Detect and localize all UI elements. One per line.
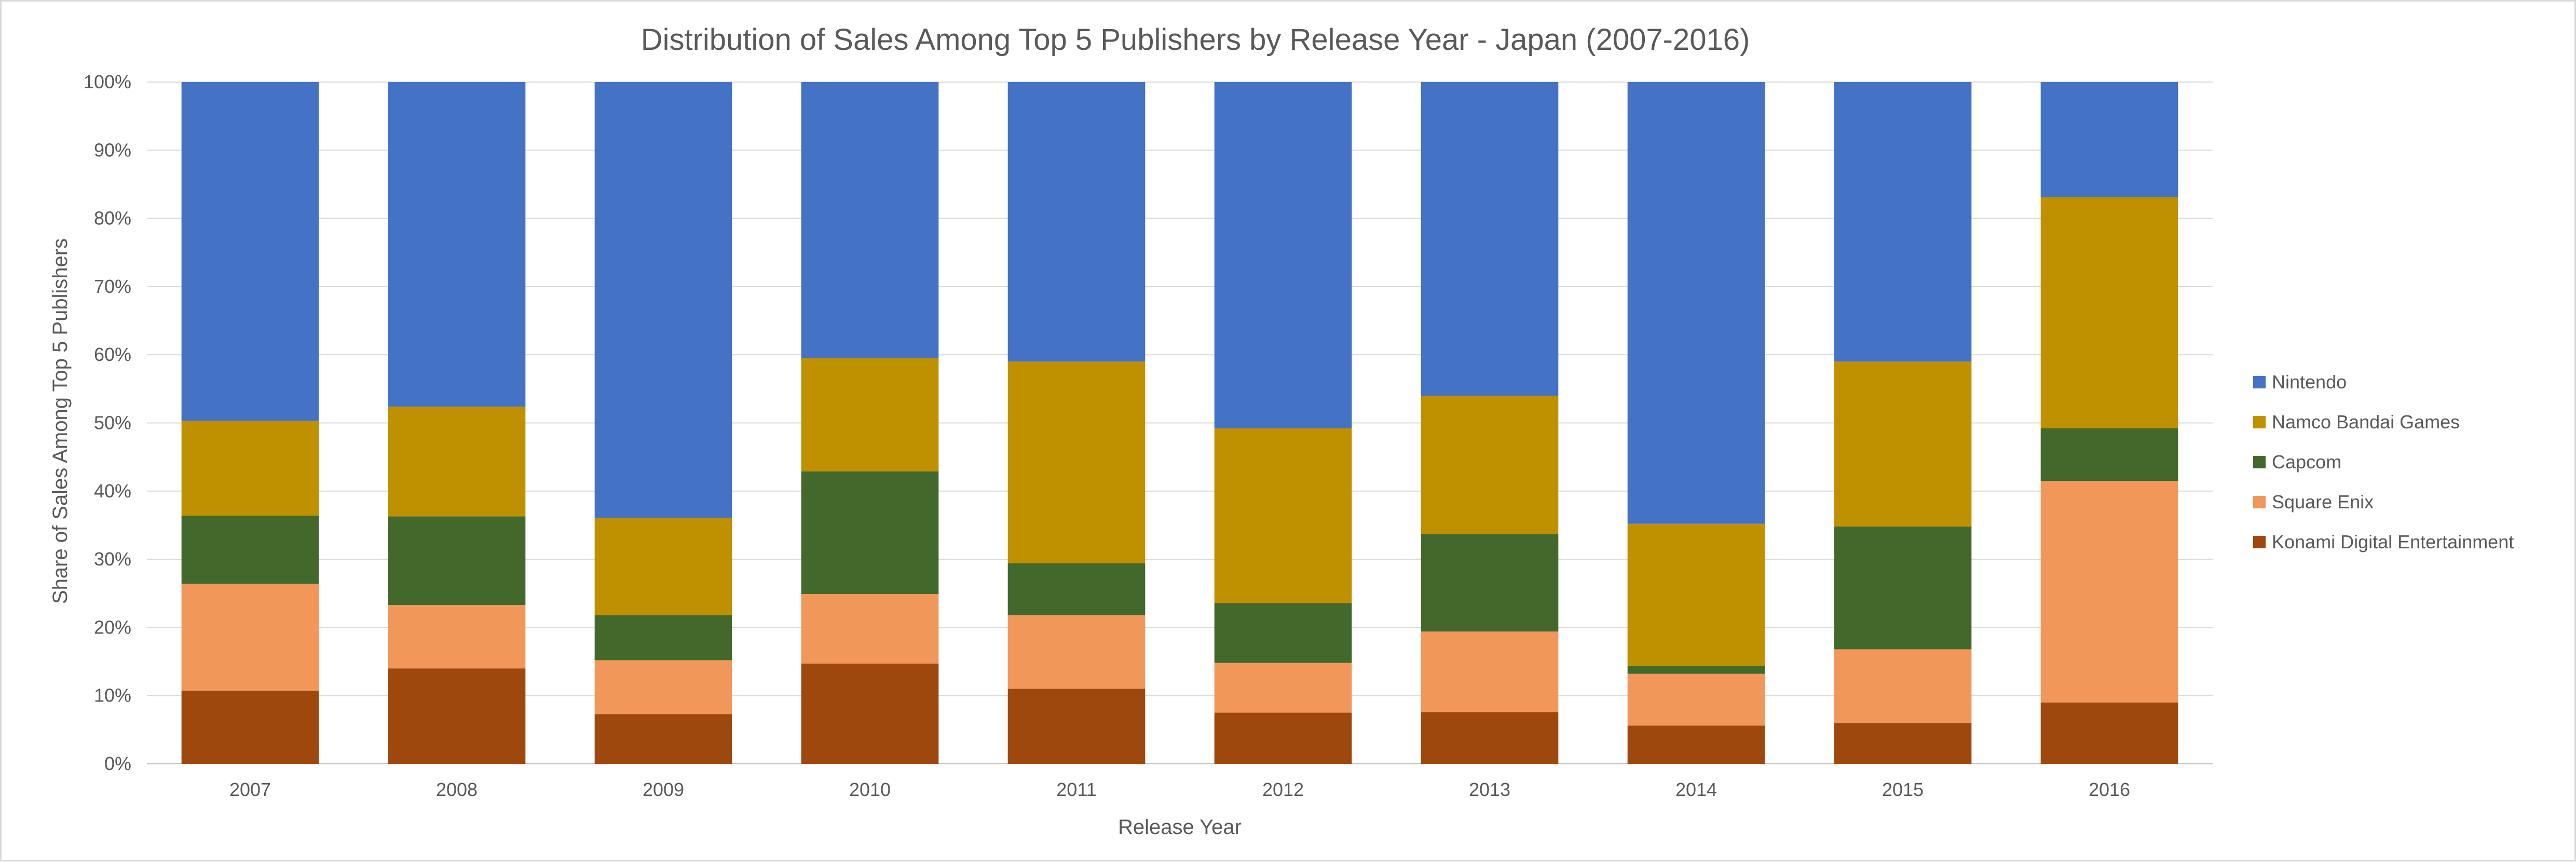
bar-segment-2012-square-enix: [1215, 663, 1352, 713]
x-tick-label: 2011: [1056, 779, 1096, 800]
legend-swatch: [2253, 456, 2266, 468]
y-tick-label: 80%: [94, 208, 131, 229]
x-axis-title: Release Year: [1118, 816, 1242, 839]
bar-segment-2012-namco-bandai-games: [1215, 428, 1352, 603]
bar-segment-2010-capcom: [801, 471, 939, 594]
y-tick-label: 30%: [94, 548, 131, 570]
bar-segment-2016-capcom: [2041, 428, 2178, 481]
bar-segment-2013-nintendo: [1421, 82, 1559, 396]
bar-segment-2007-nintendo: [182, 82, 319, 421]
x-tick-label: 2014: [1675, 779, 1717, 800]
bar-segment-2016-nintendo: [2041, 82, 2178, 197]
y-tick-label: 0%: [104, 753, 131, 774]
bar-segment-2008-namco-bandai-games: [388, 407, 526, 516]
legend-swatch: [2253, 416, 2266, 428]
y-tick-label: 40%: [94, 480, 131, 502]
bar-segment-2013-square-enix: [1421, 631, 1559, 712]
bar-segment-2010-square-enix: [801, 594, 939, 664]
legend-label: Namco Bandai Games: [2272, 411, 2460, 433]
bar-segment-2015-nintendo: [1834, 82, 1972, 361]
legend: Nintendo Namco Bandai Games Capcom Square E…: [2253, 371, 2514, 552]
bar-segment-2014-konami-digital-entertainment: [1628, 725, 1765, 764]
y-tick-label: 50%: [94, 412, 131, 434]
y-tick-label: 60%: [94, 344, 131, 365]
bar-segment-2007-square-enix: [182, 584, 319, 691]
y-axis-ticks: 0% 10% 20% 30% 40% 50% 60% 70% 80% 90% 100%: [84, 71, 131, 774]
bar-segment-2012-nintendo: [1215, 82, 1352, 428]
bar-segment-2008-capcom: [388, 516, 526, 605]
bar-segment-2012-konami-digital-entertainment: [1215, 713, 1352, 764]
x-tick-label: 2009: [643, 779, 684, 800]
bar-segment-2007-konami-digital-entertainment: [182, 691, 319, 764]
legend-swatch: [2253, 536, 2266, 548]
y-tick-label: 10%: [94, 685, 131, 706]
bar-segment-2014-capcom: [1628, 666, 1765, 674]
y-tick-label: 20%: [94, 616, 131, 638]
y-tick-label: 100%: [84, 71, 131, 92]
bar-segment-2014-nintendo: [1628, 82, 1765, 524]
bar-segment-2013-konami-digital-entertainment: [1421, 712, 1559, 764]
bar-segment-2015-square-enix: [1834, 649, 1972, 723]
x-tick-label: 2016: [2089, 779, 2130, 800]
bar-segment-2013-namco-bandai-games: [1421, 396, 1559, 534]
bar-segment-2016-square-enix: [2041, 481, 2178, 703]
bar-segment-2008-nintendo: [388, 82, 526, 407]
x-tick-label: 2013: [1469, 779, 1510, 800]
bar-segment-2013-capcom: [1421, 534, 1559, 632]
bar-segment-2015-capcom: [1834, 527, 1972, 649]
bar-segment-2009-capcom: [595, 615, 732, 660]
bar-segment-2010-konami-digital-entertainment: [801, 664, 939, 764]
legend-label: Square Enix: [2272, 491, 2374, 513]
bar-segment-2009-namco-bandai-games: [595, 518, 732, 615]
bar-segment-2009-nintendo: [595, 82, 732, 518]
bar-segment-2011-konami-digital-entertainment: [1008, 689, 1146, 764]
chart-title: Distribution of Sales Among Top 5 Publis…: [641, 23, 1750, 57]
x-axis-ticks: 2007 2008 2009 2010 2011 2012 2013 2014 2015 2016: [229, 779, 2130, 800]
x-tick-label: 2010: [849, 779, 891, 800]
bar-segment-2007-capcom: [182, 516, 319, 584]
y-axis-title: Share of Sales Among Top 5 Publishers: [49, 238, 72, 604]
bar-segment-2010-namco-bandai-games: [801, 358, 939, 471]
bar-segment-2010-nintendo: [801, 82, 939, 358]
legend-swatch: [2253, 376, 2266, 388]
bar-segment-2011-namco-bandai-games: [1008, 361, 1146, 563]
x-tick-label: 2012: [1262, 779, 1304, 800]
bar-segment-2015-konami-digital-entertainment: [1834, 723, 1972, 764]
legend-label: Konami Digital Entertainment: [2272, 531, 2514, 552]
y-tick-label: 70%: [94, 276, 131, 297]
bar-segment-2011-nintendo: [1008, 82, 1146, 361]
legend-swatch: [2253, 496, 2266, 508]
y-tick-label: 90%: [94, 139, 131, 160]
bar-segment-2014-square-enix: [1628, 674, 1765, 726]
bar-segment-2007-namco-bandai-games: [182, 421, 319, 516]
bar-segment-2011-square-enix: [1008, 615, 1146, 689]
x-tick-label: 2007: [229, 779, 271, 800]
bar-segment-2011-capcom: [1008, 563, 1146, 615]
bar-segment-2008-square-enix: [388, 605, 526, 668]
bar-segment-2012-capcom: [1215, 603, 1352, 663]
x-tick-label: 2015: [1882, 779, 1924, 800]
bar-segment-2008-konami-digital-entertainment: [388, 668, 526, 764]
bar-segment-2014-namco-bandai-games: [1628, 524, 1765, 666]
bar-segment-2009-square-enix: [595, 660, 732, 714]
bar-segment-2016-namco-bandai-games: [2041, 197, 2178, 428]
x-tick-label: 2008: [436, 779, 478, 800]
legend-label: Nintendo: [2272, 371, 2347, 393]
legend-label: Capcom: [2272, 451, 2341, 473]
bar-segment-2009-konami-digital-entertainment: [595, 714, 732, 764]
bar-segment-2016-konami-digital-entertainment: [2041, 703, 2178, 764]
bar-segment-2015-namco-bandai-games: [1834, 361, 1972, 527]
